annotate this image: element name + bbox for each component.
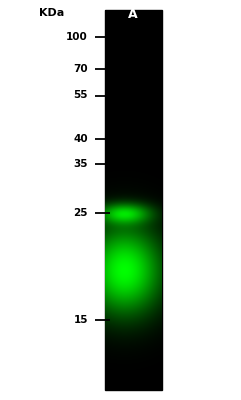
- Text: 35: 35: [74, 159, 88, 169]
- Text: 40: 40: [73, 134, 88, 144]
- Text: 70: 70: [73, 64, 88, 74]
- Text: 25: 25: [74, 208, 88, 218]
- Text: KDa: KDa: [39, 8, 65, 18]
- Text: A: A: [128, 8, 138, 21]
- Bar: [105, 10, 162, 390]
- Text: 15: 15: [74, 315, 88, 325]
- Text: 100: 100: [66, 32, 88, 42]
- Text: 55: 55: [74, 90, 88, 100]
